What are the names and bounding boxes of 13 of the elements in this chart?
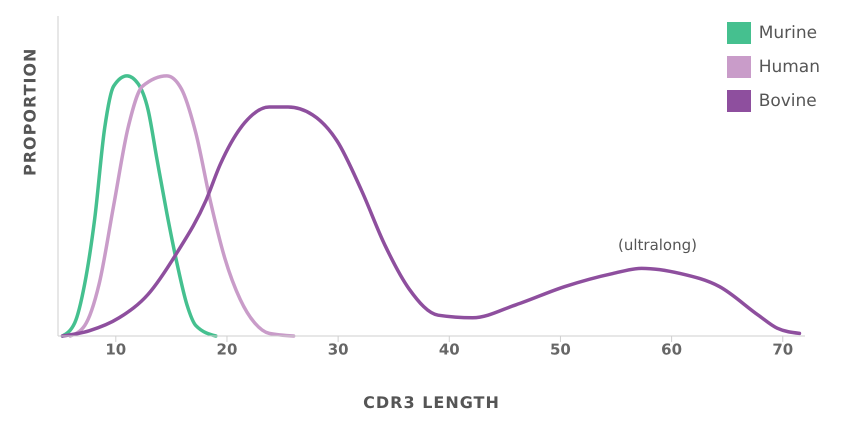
legend-label: Bovine	[758, 91, 817, 111]
legend-label: Human	[758, 57, 820, 77]
x-tick-label: 30	[328, 340, 349, 359]
x-axis-title: CDR3 LENGTH	[363, 393, 500, 412]
y-axis-title: PROPORTION	[20, 48, 40, 176]
annotation: (ultralong)	[618, 236, 697, 254]
x-tick-label: 70	[772, 340, 794, 359]
x-tick-label: 50	[550, 340, 571, 359]
x-tick-label: 40	[438, 340, 460, 359]
x-tick-label: 60	[661, 340, 682, 359]
x-tick-label: 20	[216, 340, 238, 359]
x-tick-label: 10	[105, 340, 126, 359]
legend-label: Murine	[758, 23, 818, 43]
